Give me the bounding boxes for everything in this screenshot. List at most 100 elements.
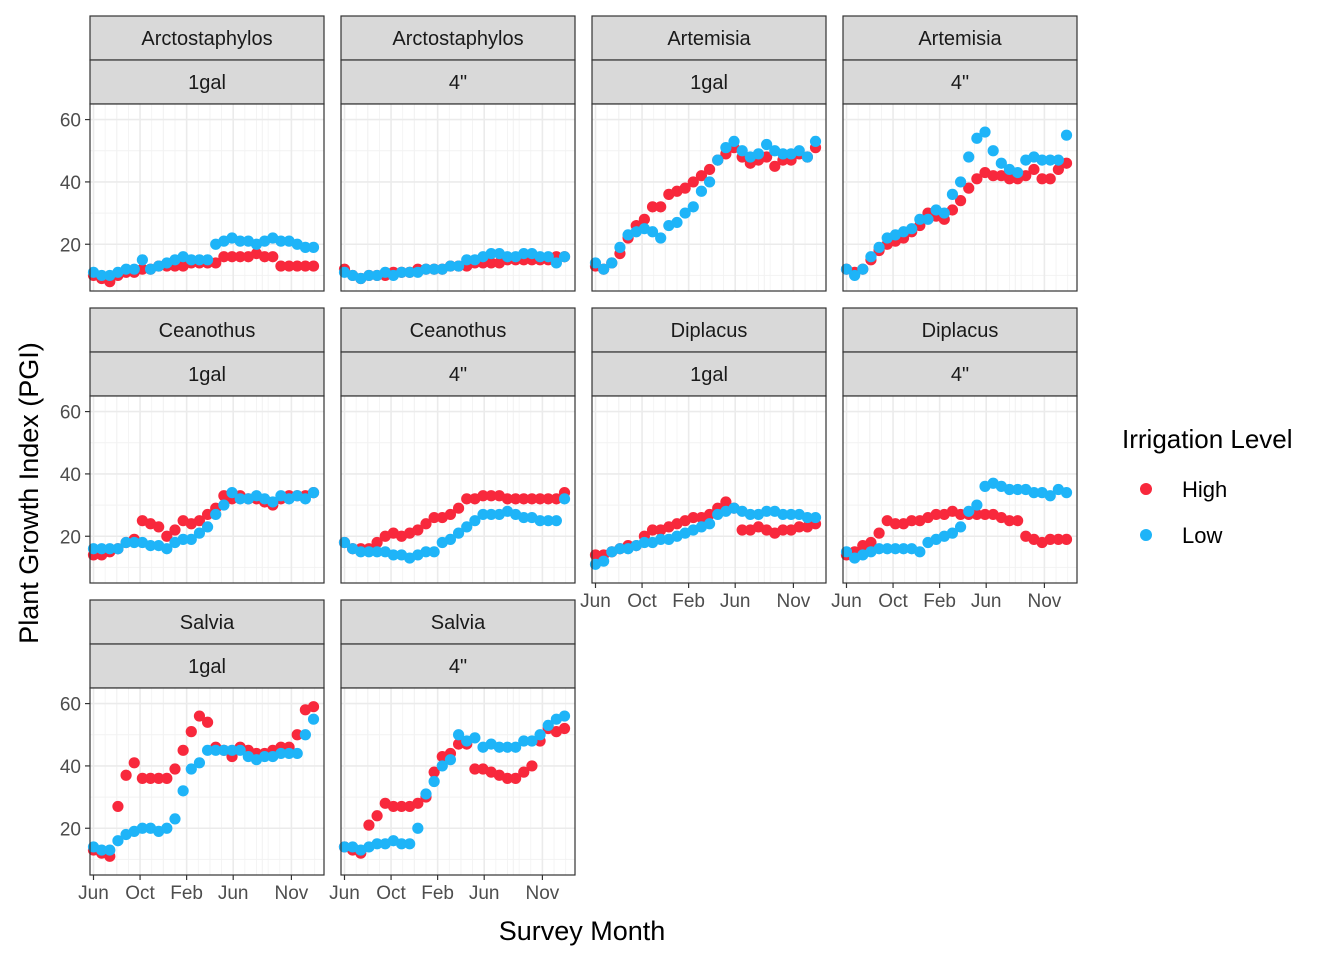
panel-border <box>89 687 325 876</box>
data-point-low <box>979 126 991 138</box>
data-point-high <box>589 549 602 561</box>
facet-panel: Salvia 1gal 20 40 60 Jun Oct Feb Jun Nov <box>60 599 325 904</box>
data-point-low <box>809 511 822 524</box>
data-point-low <box>144 540 157 552</box>
data-point-low <box>299 729 311 741</box>
data-point-low <box>1028 487 1040 499</box>
data-point-high <box>889 518 901 530</box>
data-point-low <box>873 241 885 253</box>
data-point-high <box>412 797 424 809</box>
panel-border <box>340 687 576 876</box>
data-point-low <box>355 546 367 558</box>
data-point-low <box>259 750 271 763</box>
data-point-low <box>201 744 214 756</box>
data-point-low <box>752 148 765 160</box>
facet-strip-label: 1gal <box>690 72 728 94</box>
data-point-low <box>420 788 432 800</box>
data-point-low <box>712 154 724 166</box>
data-point-low <box>128 536 140 549</box>
data-point-low <box>638 536 650 549</box>
data-point-high <box>371 536 383 549</box>
facet-strip <box>340 15 576 61</box>
data-point-low <box>518 735 530 747</box>
data-point-high <box>161 772 173 784</box>
data-point-high <box>485 257 497 269</box>
data-point-low <box>655 533 667 545</box>
data-point-low <box>307 241 320 253</box>
data-point-low <box>96 543 108 555</box>
data-point-low <box>307 713 320 725</box>
data-point-low <box>371 546 383 558</box>
facet-panel: Diplacus 4" Jun Oct Feb Jun Nov <box>831 307 1078 612</box>
data-point-high <box>120 769 132 781</box>
data-point-high <box>412 524 424 536</box>
data-point-high <box>299 260 311 272</box>
data-point-low <box>655 232 667 244</box>
data-point-low <box>849 269 861 282</box>
x-tick-label: Oct <box>878 591 908 612</box>
data-point-high <box>769 160 781 172</box>
data-point-high <box>275 260 287 272</box>
facet-strip <box>591 59 827 105</box>
data-point-high <box>193 515 206 527</box>
data-point-low <box>387 549 399 561</box>
data-point-high <box>518 766 530 778</box>
data-point-low <box>120 536 132 549</box>
facet-strip <box>591 15 827 61</box>
x-tick-label: Jun <box>78 883 109 904</box>
data-point-high <box>144 772 157 784</box>
data-point-low <box>646 226 659 238</box>
data-point-low <box>452 527 465 539</box>
panel-border <box>89 395 325 584</box>
data-point-high <box>201 508 214 521</box>
data-point-low <box>809 135 822 147</box>
x-axis-label: Survey Month <box>499 916 666 946</box>
data-point-high <box>777 524 789 536</box>
data-point-low <box>840 263 853 275</box>
y-tick-label: 60 <box>60 403 81 424</box>
data-point-low <box>283 747 295 760</box>
data-point-high <box>720 496 732 508</box>
data-point-high <box>234 251 246 263</box>
data-point-low <box>501 251 514 263</box>
data-point-low <box>801 151 813 163</box>
data-point-high <box>128 757 140 769</box>
data-point-high <box>161 530 173 542</box>
data-point-high <box>526 493 538 505</box>
facet-panel: Arctostaphylos 4" <box>338 15 576 292</box>
x-tick-label: Jun <box>218 883 249 904</box>
data-point-low <box>161 822 173 834</box>
facet-panel: Diplacus 1gal Jun Oct Feb Jun Nov <box>580 307 827 612</box>
data-point-high <box>112 800 124 813</box>
facet-panel: Arctostaphylos 1gal 20 40 60 <box>60 15 325 292</box>
data-point-high <box>510 772 522 784</box>
data-point-low <box>469 515 481 527</box>
data-point-low <box>136 822 148 834</box>
data-point-low <box>120 263 132 275</box>
data-point-low <box>840 546 853 558</box>
data-point-low <box>946 527 959 539</box>
data-point-low <box>493 741 505 753</box>
data-point-low <box>946 188 959 200</box>
data-point-high <box>267 251 279 263</box>
data-point-low <box>461 254 473 266</box>
data-point-low <box>363 269 375 282</box>
data-point-low <box>995 157 1007 169</box>
data-point-low <box>193 527 206 539</box>
data-point-high <box>510 493 522 505</box>
data-point-low <box>1044 490 1056 502</box>
data-point-high <box>218 251 230 263</box>
data-point-low <box>1060 129 1073 141</box>
legend-key-low <box>1140 529 1152 541</box>
data-point-high <box>428 766 440 778</box>
data-point-high <box>687 511 699 524</box>
data-point-low <box>169 813 181 825</box>
data-point-low <box>185 763 197 775</box>
data-point-low <box>801 511 813 524</box>
data-point-high <box>1036 173 1048 185</box>
x-tick-label: Feb <box>421 883 454 904</box>
data-point-low <box>444 260 457 272</box>
y-tick-label: 20 <box>60 235 81 256</box>
data-point-low <box>971 499 983 511</box>
data-point-high <box>1012 515 1024 527</box>
